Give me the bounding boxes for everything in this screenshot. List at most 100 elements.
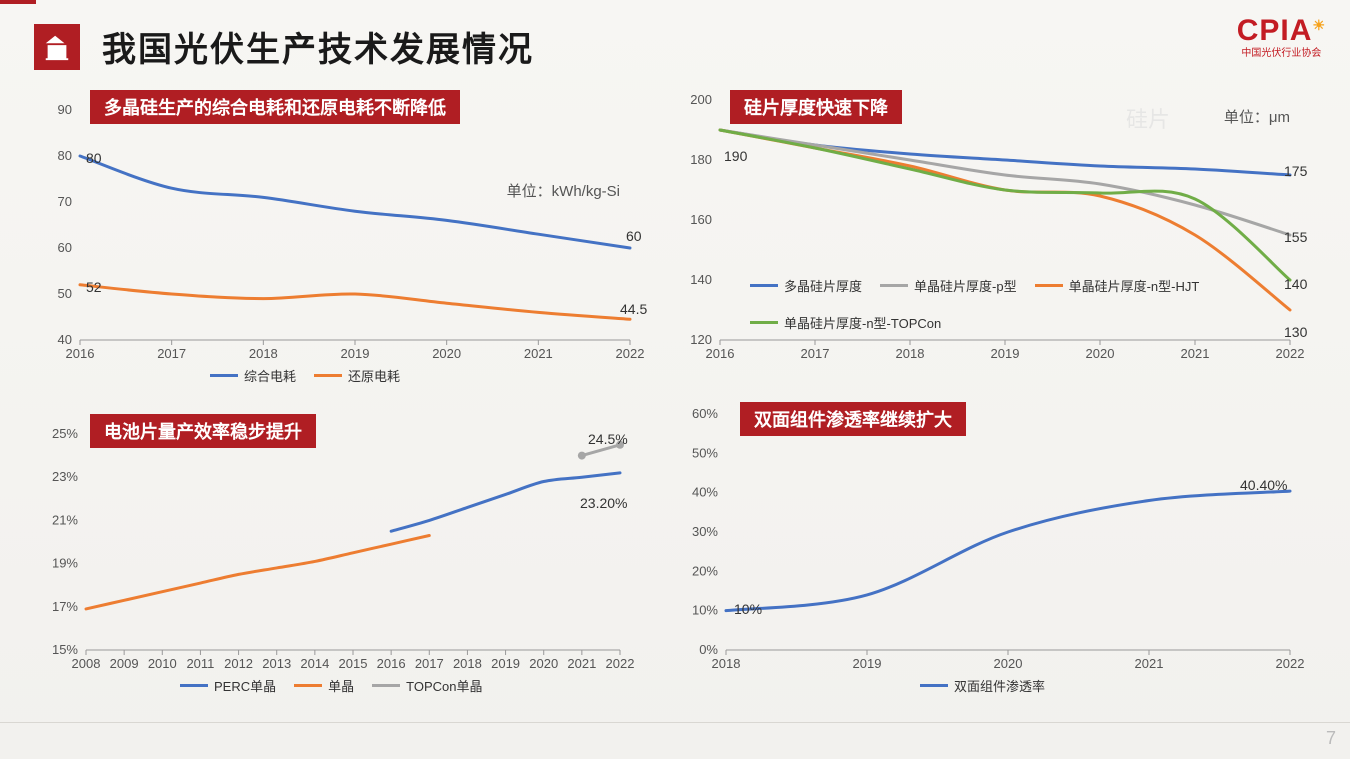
svg-text:2013: 2013 (262, 656, 291, 671)
data-label: 44.5 (620, 301, 647, 317)
svg-text:2015: 2015 (339, 656, 368, 671)
svg-text:2022: 2022 (616, 346, 645, 361)
svg-text:2022: 2022 (606, 656, 635, 671)
svg-text:90: 90 (58, 102, 72, 117)
legend-swatch (920, 684, 948, 687)
panel-title: 硅片厚度快速下降 (730, 90, 902, 124)
page-number: 7 (1326, 728, 1336, 749)
svg-text:21%: 21% (52, 512, 78, 527)
svg-text:2017: 2017 (157, 346, 186, 361)
chart-svg: 0%10%20%30%40%50%60%20182019202020212022 (670, 400, 1320, 700)
legend-item: 单晶 (294, 676, 354, 695)
svg-text:60: 60 (58, 240, 72, 255)
legend-label: 单晶硅片厚度-n型-HJT (1069, 276, 1200, 295)
legend-label: 多晶硅片厚度 (784, 276, 862, 295)
legend-label: 综合电耗 (244, 366, 296, 385)
legend-swatch (750, 321, 778, 324)
svg-text:2017: 2017 (801, 346, 830, 361)
logo-main: CPIA (1237, 14, 1313, 47)
data-label: 40.40% (1240, 477, 1287, 493)
legend-item: 多晶硅片厚度 (750, 276, 862, 295)
data-label: 130 (1284, 324, 1307, 340)
legend-label: 单晶硅片厚度-n型-TOPCon (784, 313, 941, 332)
legend-item: 双面组件渗透率 (920, 676, 1045, 695)
svg-text:2020: 2020 (432, 346, 461, 361)
accent-bar (0, 0, 36, 4)
logo-sun-icon: ☀ (1312, 17, 1326, 33)
svg-text:2021: 2021 (1135, 656, 1164, 671)
chart-polysilicon-power: 多晶硅生产的综合电耗和还原电耗不断降低单位：kWh/kg-Si405060708… (30, 90, 650, 390)
svg-text:2021: 2021 (1181, 346, 1210, 361)
svg-text:2019: 2019 (491, 656, 520, 671)
svg-text:2017: 2017 (415, 656, 444, 671)
svg-text:50%: 50% (692, 445, 718, 460)
svg-text:2019: 2019 (341, 346, 370, 361)
svg-text:2021: 2021 (567, 656, 596, 671)
chart-cell-efficiency: 电池片量产效率稳步提升15%17%19%21%23%25%20082009201… (30, 400, 650, 700)
svg-text:200: 200 (690, 92, 712, 107)
svg-text:15%: 15% (52, 642, 78, 657)
legend-item: 综合电耗 (210, 366, 296, 385)
title-block: 我国光伏生产技术发展情况 (34, 22, 534, 71)
data-label: 155 (1284, 229, 1307, 245)
svg-text:30%: 30% (692, 524, 718, 539)
legend: 多晶硅片厚度 单晶硅片厚度-p型 单晶硅片厚度-n型-HJT 单晶硅片厚度-n型-TO… (750, 276, 1270, 332)
svg-text:160: 160 (690, 212, 712, 227)
svg-text:2018: 2018 (453, 656, 482, 671)
svg-text:23%: 23% (52, 469, 78, 484)
svg-text:2011: 2011 (186, 656, 214, 671)
unit-label: 单位：kWh/kg-Si (507, 180, 620, 201)
svg-text:25%: 25% (52, 426, 78, 441)
legend: 综合电耗 还原电耗 (210, 366, 400, 385)
building-icon (42, 32, 72, 62)
svg-text:40%: 40% (692, 485, 718, 500)
legend-swatch (880, 284, 908, 287)
legend-label: PERC单晶 (214, 676, 276, 695)
svg-text:80: 80 (58, 148, 72, 163)
svg-text:2008: 2008 (72, 656, 101, 671)
svg-text:2019: 2019 (853, 656, 882, 671)
data-label: 140 (1284, 276, 1307, 292)
svg-text:2019: 2019 (991, 346, 1020, 361)
svg-text:50: 50 (58, 286, 72, 301)
ghost-label: 硅片 (1126, 102, 1170, 134)
svg-text:2018: 2018 (249, 346, 278, 361)
page-title: 我国光伏生产技术发展情况 (102, 22, 534, 71)
svg-text:2016: 2016 (706, 346, 735, 361)
logo: CPIA☀ 中国光伏行业协会 (1237, 14, 1326, 59)
legend-swatch (210, 374, 238, 377)
legend-item: PERC单晶 (180, 676, 276, 695)
legend-label: TOPCon单晶 (406, 676, 482, 695)
legend-item: 单晶硅片厚度-n型-HJT (1035, 276, 1200, 295)
svg-text:19%: 19% (52, 556, 78, 571)
chart-svg: 1201401601802002016201720182019202020212… (670, 90, 1320, 390)
legend-item: 单晶硅片厚度-n型-TOPCon (750, 313, 941, 332)
legend-swatch (294, 684, 322, 687)
svg-text:0%: 0% (699, 642, 718, 657)
svg-text:2014: 2014 (300, 656, 329, 671)
svg-text:120: 120 (690, 332, 712, 347)
panel-title: 双面组件渗透率继续扩大 (740, 402, 966, 436)
panel-title: 多晶硅生产的综合电耗和还原电耗不断降低 (90, 90, 460, 124)
data-label: 190 (724, 148, 747, 164)
legend-label: 单晶硅片厚度-p型 (914, 276, 1017, 295)
chart-svg: 4050607080902016201720182019202020212022 (30, 90, 650, 390)
svg-text:17%: 17% (52, 599, 78, 614)
unit-label: 单位：μm (1224, 106, 1290, 127)
footer-divider (0, 722, 1350, 723)
svg-text:2020: 2020 (529, 656, 558, 671)
svg-text:2020: 2020 (1086, 346, 1115, 361)
legend-item: TOPCon单晶 (372, 676, 482, 695)
legend-label: 还原电耗 (348, 366, 400, 385)
svg-text:2022: 2022 (1276, 346, 1305, 361)
svg-text:40: 40 (58, 332, 72, 347)
data-label: 10% (734, 601, 762, 617)
legend: PERC单晶单晶 TOPCon单晶 (180, 676, 482, 695)
legend: 双面组件渗透率 (920, 676, 1045, 695)
svg-text:2009: 2009 (110, 656, 139, 671)
svg-text:2022: 2022 (1276, 656, 1305, 671)
svg-text:60%: 60% (692, 406, 718, 421)
svg-text:70: 70 (58, 194, 72, 209)
chart-bifacial-penetration: 双面组件渗透率继续扩大0%10%20%30%40%50%60%201820192… (670, 400, 1320, 700)
legend-swatch (750, 284, 778, 287)
